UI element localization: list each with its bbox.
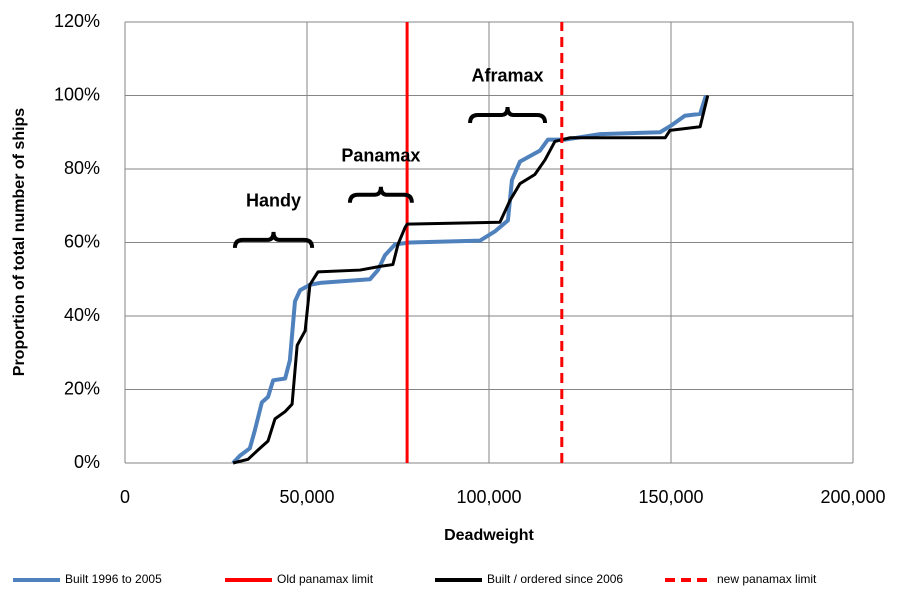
legend-label: new panamax limit (717, 572, 817, 586)
y-tick-label: 20% (64, 378, 100, 398)
x-tick-label: 50,000 (279, 487, 334, 507)
y-tick-label: 0% (74, 452, 100, 472)
series-line (231, 94, 708, 465)
x-axis-title: Deadweight (444, 527, 534, 544)
y-tick-label: 100% (54, 84, 100, 104)
annotation-brace (468, 106, 548, 124)
y-tick-label: 80% (64, 158, 100, 178)
y-tick-label: 60% (64, 231, 100, 251)
annotation-brace (232, 231, 315, 249)
x-tick-label: 100,000 (456, 487, 521, 507)
x-tick-label: 150,000 (638, 487, 703, 507)
annotation-label: Handy (246, 191, 301, 211)
y-tick-label: 40% (64, 305, 100, 325)
series-line (232, 95, 710, 465)
y-tick-label: 120% (54, 11, 100, 31)
x-tick-label: 200,000 (820, 487, 885, 507)
legend-label: Old panamax limit (277, 572, 374, 586)
annotation-brace (347, 186, 414, 203)
annotation-label: Aframax (472, 66, 544, 86)
y-axis-title: Proportion of total number of ships (11, 108, 28, 377)
x-tick-label: 0 (120, 487, 130, 507)
annotation-label: Panamax (341, 145, 420, 165)
legend-label: Built / ordered since 2006 (487, 572, 623, 586)
legend-label: Built 1996 to 2005 (65, 572, 162, 586)
